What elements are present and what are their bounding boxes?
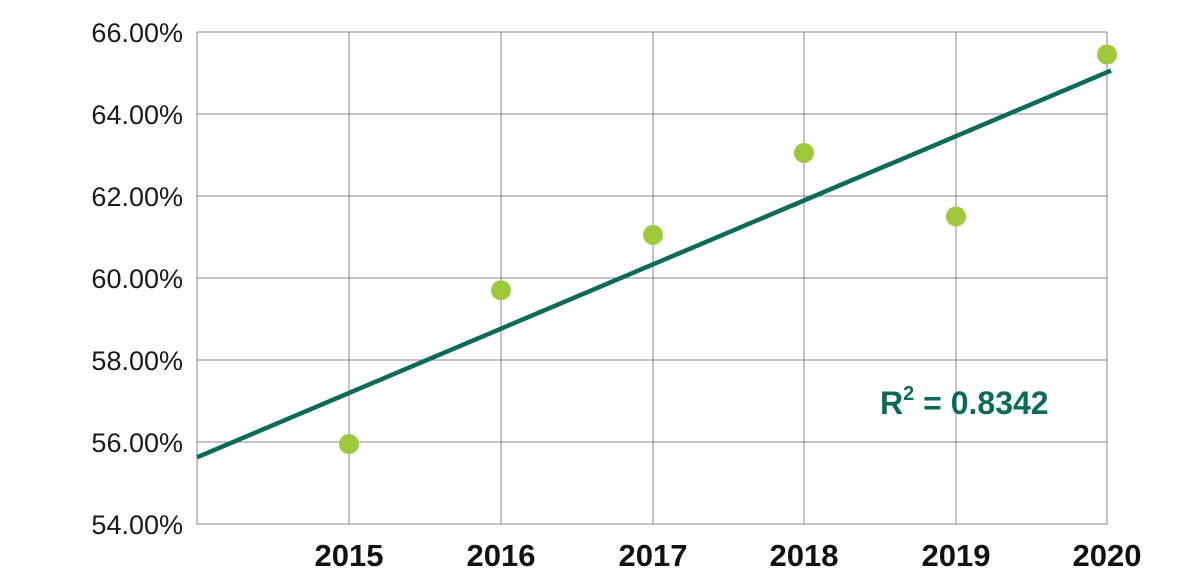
grid-lines	[196, 31, 1108, 525]
r-squared-value: = 0.8342	[914, 385, 1048, 421]
data-point	[643, 224, 663, 245]
x-tick-label: 2015	[315, 538, 384, 573]
r-squared-symbol: R	[880, 385, 903, 421]
y-tick-label: 58.00%	[91, 346, 183, 376]
y-tick-label: 64.00%	[91, 100, 183, 130]
x-tick-label: 2019	[922, 538, 991, 573]
x-tick-label: 2020	[1073, 538, 1142, 573]
r-squared-exponent: 2	[903, 383, 914, 405]
y-tick-label: 56.00%	[91, 428, 183, 458]
trendline	[196, 68, 1112, 460]
x-tick-label: 2018	[770, 538, 839, 573]
x-axis-ticks: 2015 2016 2017 2018 2019 2020	[315, 538, 1142, 573]
data-point	[794, 142, 814, 163]
y-tick-label: 66.00%	[91, 18, 183, 48]
r-squared-annotation: R2 = 0.8342	[880, 383, 1049, 421]
data-point	[1097, 44, 1117, 65]
x-tick-label: 2017	[619, 538, 688, 573]
y-tick-label: 54.00%	[91, 510, 183, 540]
y-tick-label: 60.00%	[91, 264, 183, 294]
data-point	[491, 280, 511, 301]
data-point	[339, 434, 359, 455]
x-tick-label: 2016	[467, 538, 536, 573]
data-point	[946, 206, 966, 227]
data-points	[339, 44, 1117, 455]
y-tick-label: 62.00%	[91, 182, 183, 212]
y-axis-ticks: 54.00% 56.00% 58.00% 60.00% 62.00% 64.00% 66.0…	[91, 18, 183, 540]
